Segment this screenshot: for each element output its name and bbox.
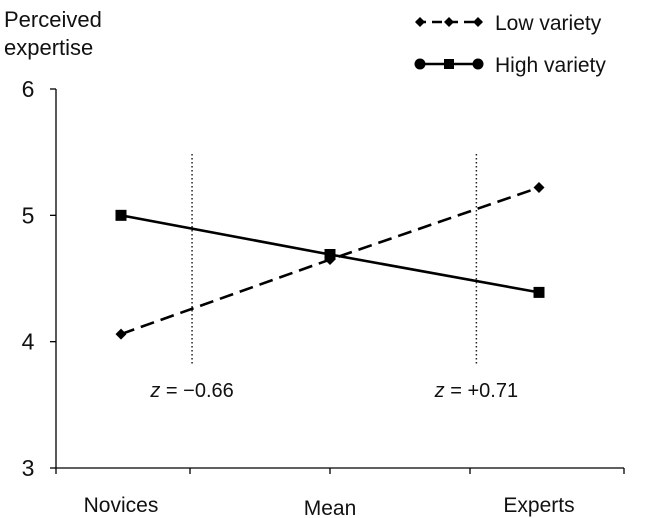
data-point-square xyxy=(324,248,336,260)
reference-label-value: = −0.66 xyxy=(160,380,233,402)
axes xyxy=(50,88,625,474)
y-axis-title: expertise xyxy=(4,35,93,60)
data-point-diamond xyxy=(415,17,425,27)
series-group xyxy=(115,182,545,340)
x-tick-label: Experts xyxy=(503,494,574,517)
reference-label: z = +0.71 xyxy=(434,380,518,402)
data-point-square xyxy=(533,286,545,298)
legend-circle-marker xyxy=(414,58,426,70)
x-tick-label: Mean xyxy=(304,497,357,518)
series-low-variety xyxy=(115,182,545,340)
y-tick-label: 4 xyxy=(22,329,35,355)
data-point-diamond xyxy=(444,17,454,27)
reference-label-variable: z xyxy=(434,380,445,402)
legend: Low variety High variety xyxy=(414,12,606,77)
reference-label-variable: z xyxy=(149,380,160,402)
data-point-diamond xyxy=(115,328,127,340)
axis-labels: 3 4 5 6 Novices Mean Experts Perceived expertise xyxy=(4,7,575,518)
reference-label-value: = +0.71 xyxy=(445,380,518,402)
y-axis-title: Perceived xyxy=(4,7,102,32)
legend-item-low-variety: Low variety xyxy=(415,12,602,35)
y-tick-label: 6 xyxy=(22,76,35,102)
legend-label: Low variety xyxy=(495,12,602,35)
data-point-diamond xyxy=(473,17,483,27)
data-point-square xyxy=(444,59,454,69)
series-high-variety xyxy=(115,209,545,298)
data-point-square xyxy=(115,209,127,221)
legend-label: High variety xyxy=(495,54,606,77)
legend-item-high-variety: High variety xyxy=(414,54,606,77)
data-point-diamond xyxy=(533,182,545,194)
y-tick-label: 3 xyxy=(22,455,35,481)
y-tick-label: 5 xyxy=(22,202,35,228)
reference-lines: z = −0.66 z = +0.71 xyxy=(149,154,518,402)
reference-label: z = −0.66 xyxy=(149,380,233,402)
x-tick-label: Novices xyxy=(84,494,159,517)
legend-circle-marker xyxy=(472,58,484,70)
